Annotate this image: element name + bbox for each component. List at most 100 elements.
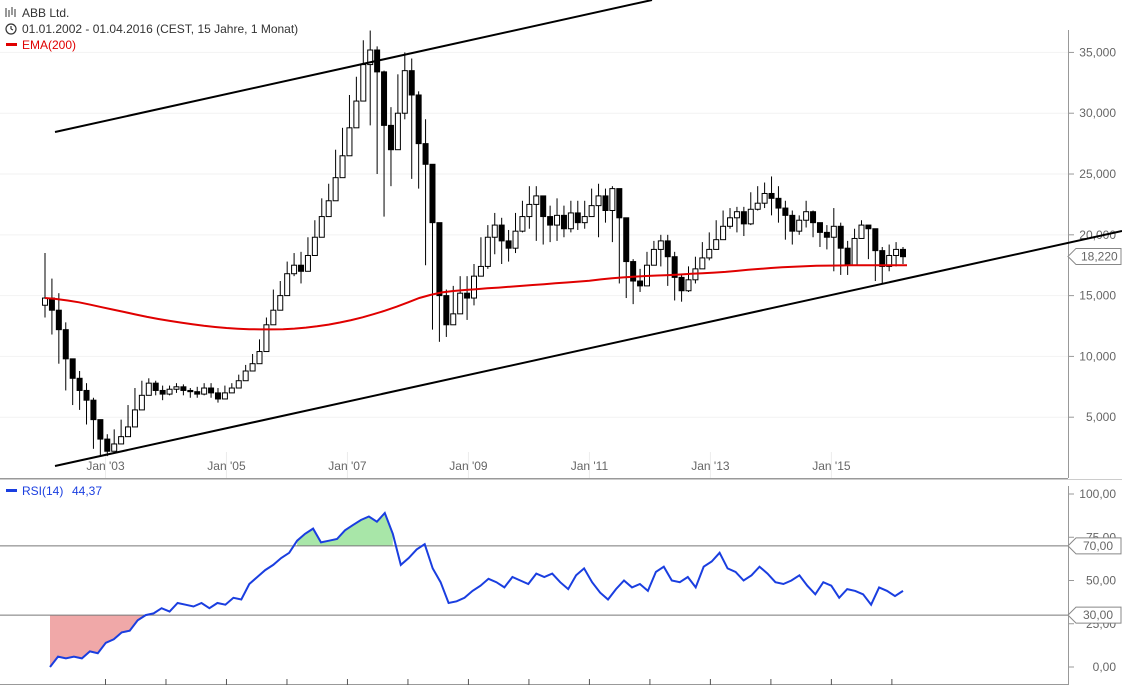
candle-body — [803, 211, 810, 221]
candle-body — [76, 377, 83, 391]
candle-body — [201, 387, 208, 395]
candle-body — [727, 217, 734, 227]
bar-chart-icon — [5, 7, 16, 17]
candle-body — [387, 124, 394, 151]
candle-body — [581, 216, 588, 224]
rsi-level-label: 30,00 — [1083, 608, 1113, 622]
candle-body — [671, 256, 678, 278]
date-range: 01.01.2002 - 01.04.2016 (CEST, 15 Jahre,… — [22, 22, 298, 36]
candle-body — [484, 236, 491, 267]
candle-body — [754, 202, 761, 210]
candle-body — [471, 275, 477, 299]
candle-body — [837, 225, 844, 249]
price-y-tick-label: 5,000 — [1086, 410, 1116, 424]
candle-body — [775, 197, 782, 209]
candle-body — [166, 388, 173, 395]
price-y-tick-label: 10,000 — [1079, 349, 1116, 363]
candle-body — [789, 214, 796, 232]
candle-body — [360, 64, 367, 102]
candle-body — [457, 292, 464, 315]
rsi-x-ticks — [0, 679, 1068, 685]
candle-body — [346, 127, 353, 157]
price-x-axis: Jan '03 Jan '05 Jan '07 Jan '09 Jan '11 Jan '… — [0, 452, 1068, 479]
candle-body — [381, 71, 388, 126]
candle-body — [713, 239, 720, 250]
candle-body — [69, 358, 76, 379]
candle-body — [526, 203, 533, 218]
candle-body — [270, 309, 277, 326]
candle-body — [415, 94, 422, 145]
price-x-tick-label: Jan '03 — [86, 459, 125, 473]
candle-body — [208, 387, 215, 394]
candle-body — [630, 261, 637, 282]
candle-body — [180, 386, 187, 391]
candle-body — [318, 216, 325, 238]
candle-body — [228, 387, 235, 394]
candle-body — [796, 219, 803, 232]
candle-body — [685, 279, 692, 292]
candle-body — [782, 207, 789, 216]
candle-body — [263, 324, 270, 353]
candle-body — [450, 313, 457, 326]
candle-body — [111, 443, 118, 452]
rsi-y-tick-label: 0,00 — [1093, 660, 1117, 674]
rsi-levels: 70,00 30,00 — [0, 537, 1122, 624]
rsi-oversold-fill — [50, 615, 146, 667]
candle-body — [62, 329, 69, 360]
candle-body — [159, 389, 166, 395]
candle-body — [810, 211, 817, 224]
candle-body — [90, 399, 97, 421]
candle-body — [733, 211, 740, 219]
price-x-tick-label: Jan '15 — [812, 459, 851, 473]
candle-body — [879, 250, 886, 267]
candle-body — [540, 195, 547, 218]
candle-body — [816, 222, 823, 233]
candle-body — [616, 188, 623, 219]
candle-body — [242, 370, 249, 382]
candle-body — [311, 236, 318, 256]
rsi-level-label: 70,00 — [1083, 539, 1113, 553]
resistance-trendline — [54, 0, 653, 133]
rsi-legend-value: 44,37 — [72, 484, 102, 498]
candle-body — [747, 208, 754, 225]
candle-body — [623, 217, 630, 263]
price-x-tick-label: Jan '07 — [328, 459, 367, 473]
candle-body — [740, 211, 747, 225]
candle-body — [886, 254, 893, 267]
candle-body — [284, 273, 291, 297]
candle-body — [720, 225, 727, 241]
candle-body — [194, 391, 201, 395]
trendlines — [54, 0, 1122, 467]
candle-body — [138, 394, 145, 411]
ema-legend-swatch — [6, 43, 17, 46]
ema-line — [44, 264, 907, 331]
candle-body — [291, 264, 298, 275]
candle-body — [609, 188, 616, 211]
candle-body — [900, 248, 906, 258]
candle-body — [678, 276, 685, 292]
candle-body — [131, 409, 138, 428]
candle-body — [214, 392, 221, 400]
support-trendline — [54, 230, 1122, 467]
candle-body — [498, 224, 505, 242]
candle-body — [367, 49, 374, 66]
candle-body — [699, 257, 706, 270]
candle-body — [533, 195, 540, 205]
price-x-tick-label: Jan '13 — [691, 459, 730, 473]
candle-body — [872, 228, 879, 252]
candle-body — [477, 265, 484, 277]
candle-body — [464, 292, 471, 299]
candle-body — [401, 70, 408, 114]
candle-body — [491, 224, 498, 238]
chart-legend: ABB Ltd. 01.01.2002 - 01.04.2016 (CEST, … — [5, 6, 298, 52]
rsi-legend: RSI(14) 44,37 — [6, 484, 102, 498]
candle-body — [547, 216, 554, 226]
candle-body — [304, 254, 311, 272]
candle-body — [55, 309, 62, 331]
price-y-axis: 5,00010,00015,00020,00025,00030,00035,00… — [1068, 30, 1116, 478]
candle-body — [650, 248, 657, 266]
candle-body — [567, 212, 574, 230]
rsi-legend-swatch — [6, 489, 17, 492]
candle-body — [145, 382, 152, 396]
